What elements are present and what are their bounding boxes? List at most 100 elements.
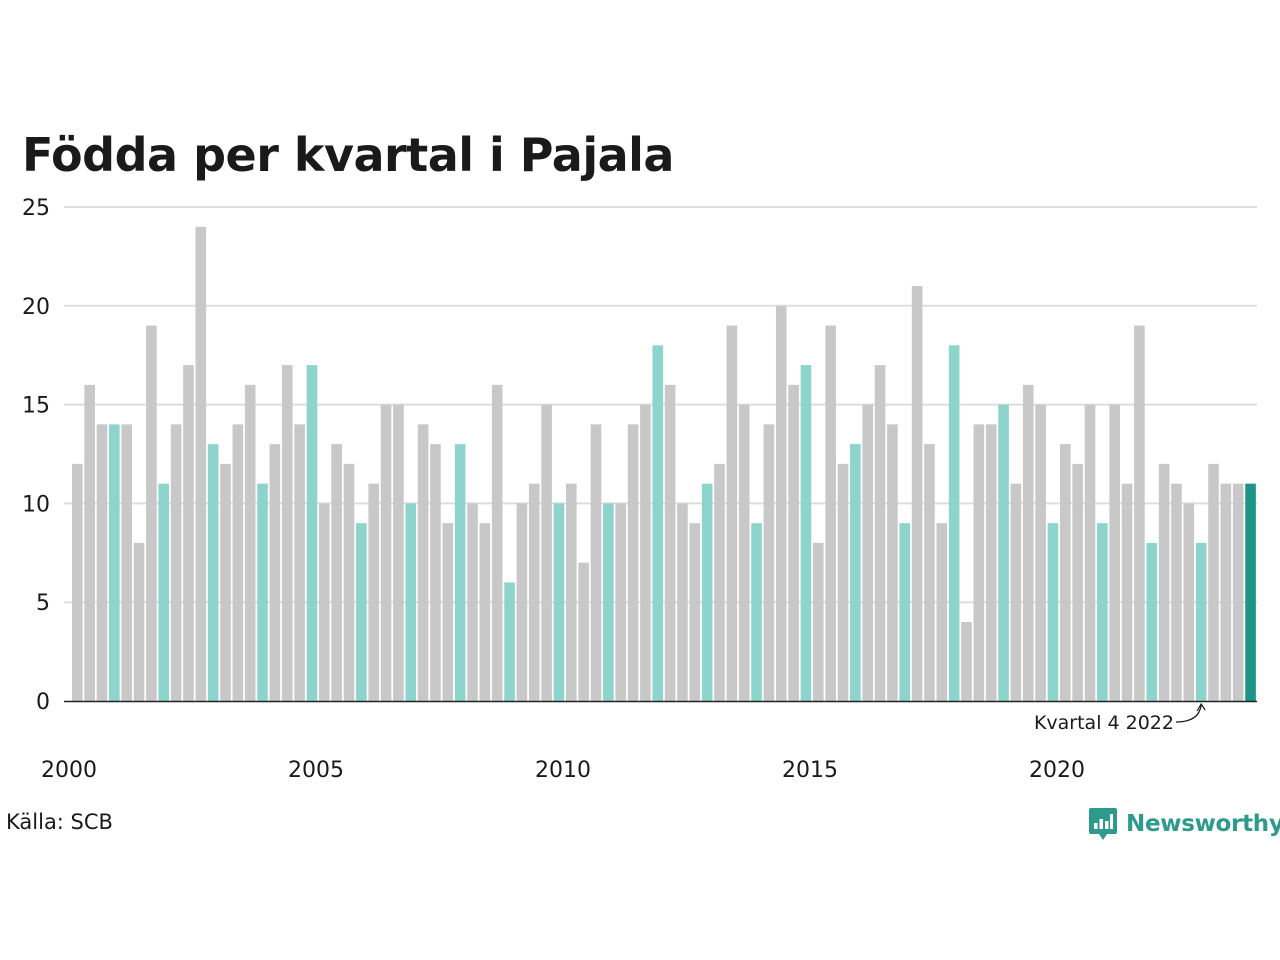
- bar: [479, 523, 491, 701]
- bar: [96, 424, 108, 701]
- bar: [393, 404, 404, 701]
- bar: [578, 562, 589, 701]
- bar: [837, 463, 849, 701]
- bar: [998, 404, 1009, 701]
- bar: [825, 325, 836, 701]
- bar: [269, 444, 281, 701]
- bar: [985, 424, 997, 701]
- bar: [541, 404, 552, 701]
- annotation: Kvartal 4 2022: [1034, 702, 1206, 734]
- y-tick-label: 5: [36, 591, 50, 616]
- bar: [751, 523, 762, 701]
- bar: [1171, 483, 1182, 701]
- bar: [1072, 463, 1083, 701]
- bar: [862, 404, 873, 701]
- bar: [504, 582, 515, 701]
- y-tick-label: 15: [22, 394, 50, 419]
- bar: [170, 424, 182, 701]
- bar: [615, 503, 626, 701]
- bar: [701, 483, 713, 701]
- bar: [640, 404, 651, 701]
- bar: [726, 325, 738, 701]
- bar: [566, 483, 577, 701]
- bar: [1183, 503, 1195, 701]
- bar: [973, 424, 985, 701]
- bar: [294, 424, 305, 701]
- bar-chart: 0 5 10 15 20 25 2000 2005 2010 2015 2020 Kvartal …: [22, 196, 1257, 783]
- bar: [603, 503, 614, 701]
- bar: [528, 483, 540, 701]
- bar: [714, 463, 725, 701]
- bar: [331, 444, 342, 701]
- bar: [1010, 483, 1022, 701]
- source-note: Källa: SCB: [6, 810, 113, 834]
- x-tick-label: 2015: [782, 758, 838, 783]
- bar: [1134, 325, 1145, 701]
- bar: [800, 365, 812, 701]
- bar: [887, 424, 898, 701]
- bar: [775, 305, 787, 701]
- bar: [627, 424, 639, 701]
- bar: [343, 463, 355, 701]
- bar: [491, 384, 503, 701]
- bar: [195, 226, 207, 701]
- bar: [1097, 523, 1108, 701]
- bar: [72, 463, 83, 701]
- bar: [664, 384, 676, 701]
- bar: [788, 384, 799, 701]
- bar: [1022, 384, 1034, 701]
- bar: [183, 365, 194, 701]
- bar: [1232, 483, 1244, 701]
- bar: [590, 424, 602, 701]
- bar: [1245, 483, 1256, 701]
- bar: [467, 503, 478, 701]
- bar: [454, 444, 466, 701]
- bar: [442, 523, 454, 701]
- bar: [1109, 404, 1120, 701]
- bar: [516, 503, 528, 701]
- y-axis-labels: 0 5 10 15 20 25: [22, 196, 50, 715]
- bar: [652, 345, 664, 701]
- x-tick-label: 2010: [535, 758, 591, 783]
- bar: [813, 542, 824, 701]
- bar: [244, 384, 256, 701]
- y-tick-label: 10: [22, 492, 50, 517]
- y-tick-label: 25: [22, 196, 50, 221]
- bar: [850, 444, 861, 701]
- bar: [430, 444, 441, 701]
- bar: [84, 384, 95, 701]
- x-tick-label: 2020: [1029, 758, 1085, 783]
- bar: [689, 523, 701, 701]
- bar: [1208, 463, 1219, 701]
- bar: [911, 286, 923, 701]
- chart-title: Födda per kvartal i Pajala: [22, 128, 674, 182]
- x-tick-label: 2005: [288, 758, 344, 783]
- bar: [133, 542, 145, 701]
- annotation-arrow: [1175, 704, 1202, 723]
- bar: [405, 503, 417, 701]
- bar: [1158, 463, 1170, 701]
- bar: [1220, 483, 1232, 701]
- bar: [936, 523, 948, 701]
- bar: [899, 523, 911, 701]
- y-tick-label: 20: [22, 295, 50, 320]
- bar: [368, 483, 379, 701]
- bar: [220, 463, 231, 701]
- bar: [1146, 542, 1158, 701]
- bar: [738, 404, 750, 701]
- bar: [1035, 404, 1046, 701]
- bar: [961, 621, 972, 701]
- bar: [257, 483, 268, 701]
- bar: [1084, 404, 1096, 701]
- bar: [281, 365, 293, 701]
- bar: [158, 483, 170, 701]
- brand-name: Newsworthy: [1126, 811, 1280, 837]
- bar: [319, 503, 330, 701]
- bar: [380, 404, 392, 701]
- bar: [1195, 542, 1207, 701]
- bar: [1121, 483, 1133, 701]
- annotation-arrowhead: [1196, 702, 1206, 712]
- bar: [356, 523, 367, 701]
- x-tick-label: 2000: [41, 758, 97, 783]
- y-tick-label: 0: [36, 690, 50, 715]
